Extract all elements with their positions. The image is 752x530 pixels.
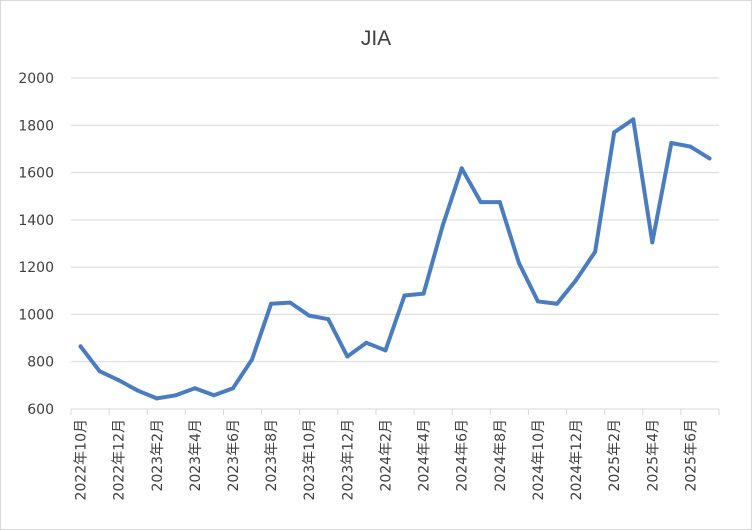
x-tick-label: 2023年2月 (150, 419, 166, 492)
x-tick-label: 2023年4月 (188, 419, 204, 492)
x-tick-label: 2025年4月 (645, 419, 661, 492)
data-point (497, 200, 502, 205)
y-tick-label: 1800 (18, 118, 54, 134)
data-point (326, 317, 331, 322)
y-tick-label: 1000 (18, 307, 54, 323)
data-point (459, 166, 464, 171)
data-point (516, 260, 521, 265)
data-point (173, 393, 178, 398)
x-tick-label: 2023年12月 (340, 419, 356, 500)
data-point (440, 223, 445, 228)
data-point (231, 386, 235, 391)
data-point (211, 393, 216, 398)
y-tick-label: 1200 (18, 260, 54, 276)
data-point (250, 357, 255, 362)
x-tick-label: 2024年2月 (378, 419, 394, 492)
data-point (669, 141, 674, 146)
data-point (345, 354, 350, 359)
data-point (402, 293, 407, 298)
x-tick-label: 2023年6月 (226, 419, 242, 492)
data-point (478, 200, 483, 205)
data-point (612, 130, 617, 135)
data-point (593, 249, 598, 254)
data-point (383, 348, 388, 353)
x-tick-label: 2025年2月 (607, 419, 623, 492)
data-point (307, 313, 312, 318)
data-point (555, 301, 559, 306)
data-point (650, 240, 655, 245)
chart-title: JIA (361, 27, 391, 50)
data-point (631, 117, 636, 122)
x-axis-ticks: 2022年10月 2022年12月 2023年2月 2023年4月 2023年6月 202… (70, 409, 720, 500)
data-point (535, 299, 540, 304)
data-point (288, 300, 293, 305)
data-point (269, 301, 274, 306)
x-tick-label: 2024年12月 (569, 419, 585, 500)
y-tick-label: 1400 (18, 213, 54, 229)
x-tick-label: 2024年4月 (417, 419, 433, 492)
x-tick-label: 2022年10月 (74, 419, 90, 500)
y-tick-label: 800 (27, 355, 54, 371)
data-point (364, 340, 369, 345)
x-tick-label: 2023年8月 (264, 419, 280, 492)
data-point (421, 291, 426, 296)
data-point (707, 156, 712, 161)
data-point (78, 344, 83, 349)
x-tick-label: 2024年8月 (493, 419, 509, 492)
gridlines (71, 77, 719, 410)
data-point (192, 386, 197, 391)
x-tick-label: 2024年6月 (455, 419, 471, 492)
y-axis-ticks: 600 800 1000 1200 1400 1600 1800 2000 (18, 71, 54, 418)
data-point (688, 144, 693, 149)
x-tick-label: 2025年6月 (683, 419, 699, 492)
y-tick-label: 1600 (18, 166, 54, 182)
y-tick-label: 2000 (18, 71, 54, 87)
x-tick-label: 2023年10月 (302, 419, 318, 500)
series-layer (78, 117, 712, 401)
data-point (154, 396, 159, 401)
y-tick-label: 600 (27, 402, 54, 418)
data-point (574, 278, 579, 283)
x-tick-label: 2024年10月 (531, 419, 547, 500)
data-point (135, 388, 140, 393)
data-point (116, 378, 121, 383)
data-point (97, 369, 102, 374)
series-line (78, 117, 712, 401)
x-tick-label: 2022年12月 (112, 419, 128, 500)
